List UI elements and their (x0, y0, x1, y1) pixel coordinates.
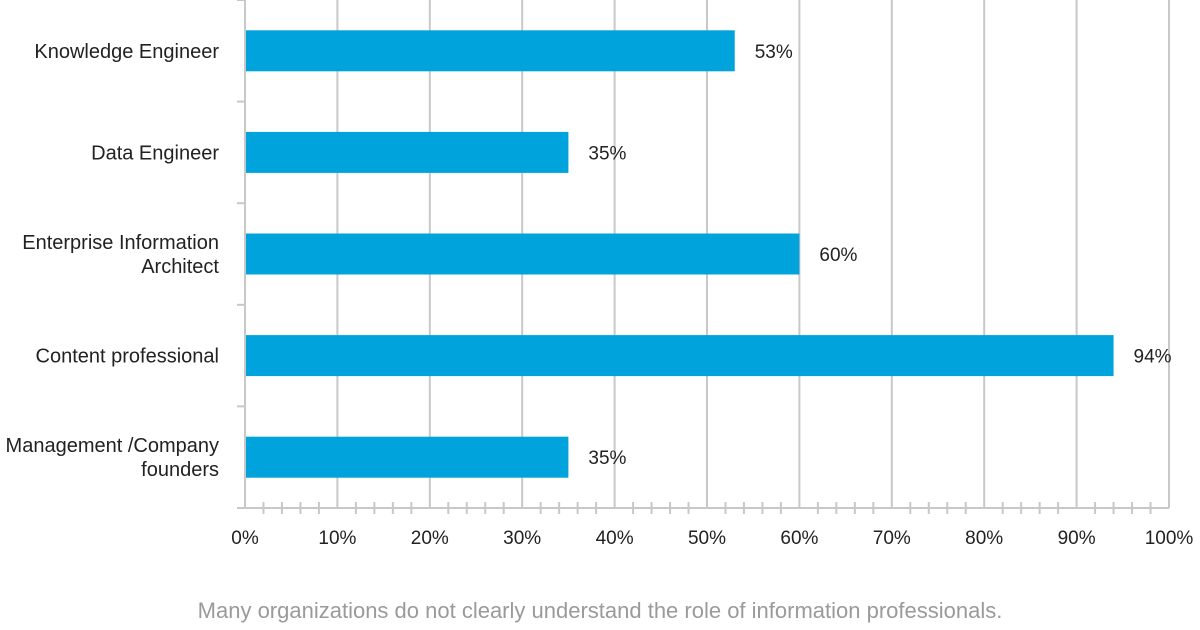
bars (246, 30, 1114, 478)
data-label: 60% (819, 245, 857, 266)
category-label: Knowledge Engineer (34, 41, 219, 63)
x-tick-label: 0% (231, 528, 259, 549)
bar (246, 131, 569, 173)
x-tick-label: 20% (411, 528, 449, 549)
category-label: Data Engineer (91, 142, 219, 164)
bar (246, 233, 800, 275)
x-tick-label: 10% (318, 528, 356, 549)
x-tick-label: 80% (965, 528, 1003, 549)
x-tick-label: 40% (596, 528, 634, 549)
data-label: 35% (588, 448, 626, 469)
category-label: Enterprise Information (22, 232, 219, 254)
bar (246, 30, 735, 72)
chart-caption: Many organizations do not clearly unders… (197, 598, 1003, 623)
data-label: 35% (588, 143, 626, 164)
category-label: Management /Company (6, 435, 219, 457)
bar-chart: 0% 10% 20% 30% 40% 50% 60% 70% 80% 90% 100% 53% Know… (6, 0, 1194, 549)
data-label: 94% (1134, 347, 1172, 368)
data-label: 53% (755, 42, 793, 63)
category-label: Content professional (36, 346, 219, 368)
x-tick-label: 90% (1058, 528, 1096, 549)
x-tick-label: 60% (780, 528, 818, 549)
labels: 0% 10% 20% 30% 40% 50% 60% 70% 80% 90% 100% 53% Know… (6, 41, 1194, 549)
x-tick-label: 30% (503, 528, 541, 549)
category-label: Architect (141, 256, 219, 278)
x-tick-label: 50% (688, 528, 726, 549)
x-tick-label: 70% (873, 528, 911, 549)
category-label: founders (141, 459, 219, 481)
bar (246, 436, 569, 478)
axes (237, 0, 1169, 514)
x-tick-label: 100% (1145, 528, 1194, 549)
bar (246, 335, 1114, 377)
